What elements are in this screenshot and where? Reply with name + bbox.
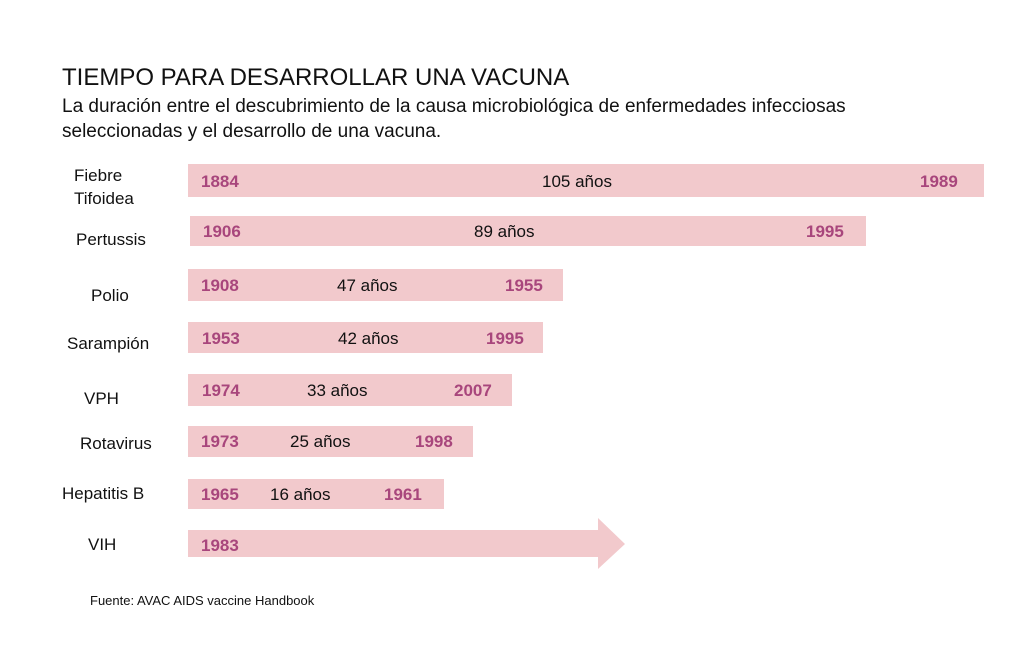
end-year: 2007 bbox=[454, 381, 492, 400]
bar-sarampion bbox=[188, 322, 543, 353]
duration-label: 33 años bbox=[307, 381, 368, 400]
bar-rotavirus bbox=[188, 426, 473, 457]
duration-label: 47 años bbox=[337, 276, 398, 295]
bar-pertussis bbox=[190, 216, 866, 246]
end-year: 1998 bbox=[415, 432, 453, 451]
start-year: 1906 bbox=[203, 222, 241, 241]
duration-label: 89 años bbox=[474, 222, 535, 241]
chart-subtitle: La duración entre el descubrimiento de l… bbox=[62, 96, 846, 142]
duration-label: 16 años bbox=[270, 485, 331, 504]
start-year: 1908 bbox=[201, 276, 239, 295]
end-year: 1955 bbox=[505, 276, 543, 295]
row-label: Fiebre Tifoidea bbox=[74, 164, 134, 210]
row-label: Hepatitis B bbox=[62, 484, 145, 503]
start-year: 1953 bbox=[202, 329, 240, 348]
row-label-line: Tifoidea bbox=[74, 189, 134, 208]
duration-label: 25 años bbox=[290, 432, 351, 451]
duration-label: 105 años bbox=[542, 172, 612, 191]
source-note: Fuente: AVAC AIDS vaccine Handbook bbox=[90, 593, 315, 608]
row-label: VIH bbox=[88, 535, 117, 554]
bar-hepatitis-b bbox=[188, 479, 444, 509]
bar-vih-arrow bbox=[188, 518, 625, 569]
row-label: Pertussis bbox=[76, 230, 146, 249]
end-year: 1961 bbox=[384, 485, 422, 504]
start-year: 1884 bbox=[201, 172, 239, 191]
row-label: Polio bbox=[91, 286, 129, 305]
end-year: 1995 bbox=[486, 329, 524, 348]
row-label: VPH bbox=[84, 389, 119, 408]
row-label: Sarampión bbox=[67, 334, 150, 353]
row-label-line: Fiebre bbox=[74, 166, 123, 185]
start-year: 1983 bbox=[201, 536, 239, 555]
bar-polio bbox=[188, 269, 563, 301]
row-label: Rotavirus bbox=[80, 434, 152, 453]
start-year: 1965 bbox=[201, 485, 239, 504]
end-year: 1995 bbox=[806, 222, 844, 241]
bar-fiebre-tifoidea bbox=[188, 164, 984, 197]
start-year: 1974 bbox=[202, 381, 240, 400]
duration-label: 42 años bbox=[338, 329, 399, 348]
end-year: 1989 bbox=[920, 172, 958, 191]
bar-vph bbox=[188, 374, 512, 406]
start-year: 1973 bbox=[201, 432, 239, 451]
chart-title: TIEMPO PARA DESARROLLAR UNA VACUNA bbox=[62, 64, 570, 91]
